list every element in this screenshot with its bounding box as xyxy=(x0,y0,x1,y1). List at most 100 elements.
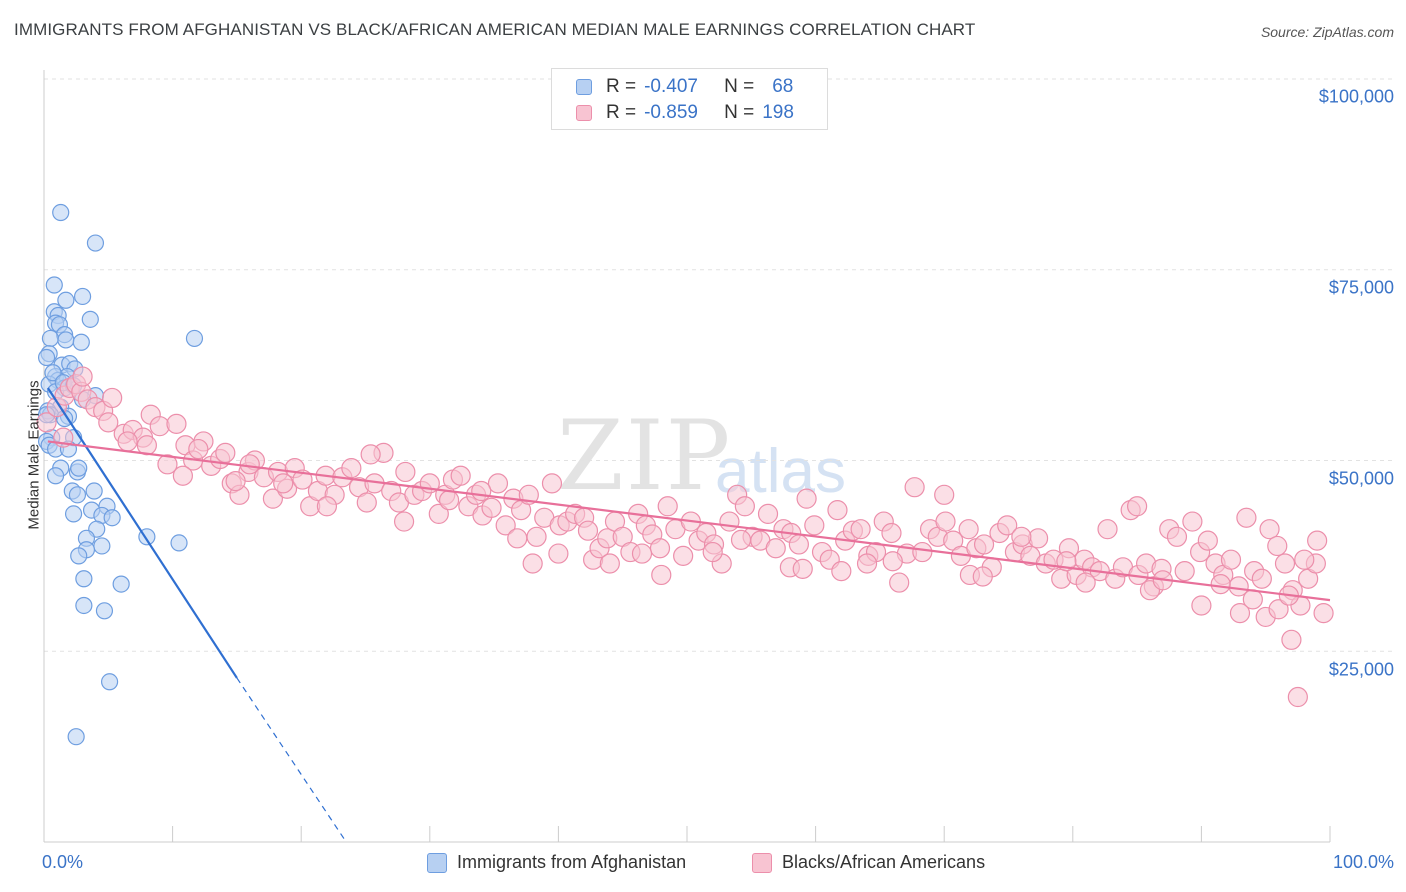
n-value: 68 xyxy=(772,76,794,97)
black-african-american-point xyxy=(428,503,449,525)
black-african-american-point xyxy=(1251,568,1272,589)
black-african-american-point xyxy=(360,444,381,465)
black-african-american-point xyxy=(522,553,543,574)
black-african-american-point xyxy=(973,534,995,555)
black-african-american-point xyxy=(481,497,502,518)
black-african-american-point xyxy=(1281,629,1302,650)
black-african-american-point xyxy=(1075,572,1096,593)
black-african-american-point xyxy=(1274,553,1296,574)
black-african-american-point xyxy=(804,515,825,536)
afghanistan-point xyxy=(93,537,111,555)
black-african-american-point xyxy=(904,477,925,498)
black-african-american-point xyxy=(730,529,752,550)
black-african-american-point xyxy=(1294,549,1315,570)
r-value: -0.407 xyxy=(644,76,698,97)
black-african-american-point xyxy=(188,438,209,460)
afghanistan-point xyxy=(72,333,90,351)
black-african-american-point xyxy=(958,519,979,540)
black-african-american-point xyxy=(117,431,138,452)
afghanistan-point xyxy=(73,287,92,306)
x-tick-label-min: 0.0% xyxy=(42,852,84,872)
black-african-american-point xyxy=(495,515,516,536)
n-label: N = xyxy=(724,102,755,123)
black-african-american-point xyxy=(788,534,809,555)
n-value: 198 xyxy=(762,102,794,123)
black-african-american-point xyxy=(577,520,599,541)
black-african-american-point xyxy=(1236,507,1257,528)
afghanistan-point xyxy=(52,203,70,222)
afghanistan-point xyxy=(57,291,75,309)
black-african-american-point xyxy=(934,484,955,505)
afghanistan-point xyxy=(75,570,93,588)
black-african-american-point xyxy=(149,416,170,437)
afghanistan-point xyxy=(46,467,65,485)
black-african-american-point xyxy=(1210,574,1231,595)
black-african-american-point xyxy=(1268,599,1289,620)
afghanistan-point xyxy=(41,329,60,348)
afghanistan-point xyxy=(86,234,105,252)
afghanistan-point xyxy=(170,534,188,552)
black-african-american-point xyxy=(757,503,779,525)
black-african-american-point xyxy=(1182,511,1203,532)
y-tick-label: $100,000 xyxy=(1318,86,1394,107)
black-african-american-point xyxy=(157,454,178,475)
r-label: R = xyxy=(606,102,637,123)
legend-item-black-african-american[interactable]: Blacks/African Americans xyxy=(752,852,985,873)
black-african-american-point xyxy=(673,545,694,566)
afghanistan-point xyxy=(45,276,63,294)
black-african-american-point xyxy=(1307,530,1328,551)
afghanistan-point xyxy=(81,310,99,328)
black-african-american-point xyxy=(172,465,193,486)
black-african-american-point xyxy=(393,511,415,532)
black-african-american-point xyxy=(765,538,786,559)
black-african-american-point xyxy=(292,469,313,490)
black-african-american-point xyxy=(1220,549,1242,570)
stats-legend: R = -0.407 N = 68 R = -0.859 N = 198 xyxy=(551,68,828,130)
legend-item-afghanistan[interactable]: Immigrants from Afghanistan xyxy=(427,852,686,873)
black-african-american-point xyxy=(1259,519,1280,540)
black-african-american-point xyxy=(734,496,755,517)
watermark-zip: ZIP xyxy=(557,400,733,512)
black-african-american-point xyxy=(487,473,509,494)
black-african-american-point xyxy=(341,458,362,479)
black-african-american-point xyxy=(438,490,460,511)
afghanistan-point xyxy=(70,459,88,477)
black-african-american-point xyxy=(471,480,492,502)
black-african-american-point xyxy=(792,558,813,579)
black-african-american-point xyxy=(827,499,848,521)
black-african-american-point xyxy=(631,543,653,564)
series-legend: Immigrants from Afghanistan Blacks/Afric… xyxy=(0,852,1406,876)
black-african-american-point xyxy=(1267,535,1288,557)
black-african-american-point xyxy=(1166,526,1188,547)
black-african-american-point xyxy=(649,538,671,559)
afghanistan-point xyxy=(112,575,130,593)
afghanistan-point xyxy=(100,673,119,691)
black-african-american-point xyxy=(651,564,672,586)
black-african-american-point xyxy=(36,412,57,433)
afghanistan-point xyxy=(103,509,121,527)
black-african-american-point xyxy=(796,488,817,509)
afghanistan-trend-extension xyxy=(236,677,347,843)
black-african-american-point xyxy=(507,528,528,549)
legend-row-blue: R = -0.407 N = 68 xyxy=(576,74,793,100)
black-african-american-point xyxy=(657,496,678,517)
afghanistan-point xyxy=(37,348,56,367)
afghanistan-point xyxy=(95,602,114,620)
black-african-american-point xyxy=(1097,519,1118,540)
black-african-american-point xyxy=(882,551,903,572)
black-african-american-point xyxy=(912,541,933,563)
black-african-american-point xyxy=(972,566,993,587)
black-african-american-point xyxy=(526,526,547,547)
black-african-american-point xyxy=(316,496,338,517)
black-african-american-point xyxy=(1126,496,1148,517)
black-african-american-point xyxy=(997,515,1018,536)
black-african-american-point xyxy=(881,522,902,544)
black-african-american-point xyxy=(548,543,569,564)
pink-swatch xyxy=(576,105,592,121)
blue-swatch xyxy=(427,852,447,873)
black-african-american-point xyxy=(225,471,246,492)
r-label: R = xyxy=(606,76,637,97)
black-african-american-point xyxy=(356,492,377,513)
black-african-american-point xyxy=(719,511,740,532)
